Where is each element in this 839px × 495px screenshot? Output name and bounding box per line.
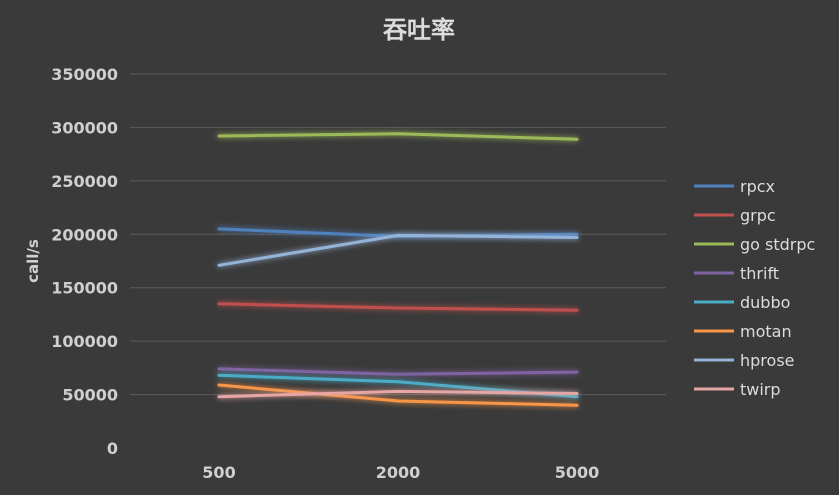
y-tick-label: 200000 — [51, 225, 118, 244]
y-tick-label: 250000 — [51, 172, 118, 191]
x-tick-label: 500 — [202, 463, 235, 482]
legend-label: go stdrpc — [740, 235, 815, 254]
y-axis-label: call/s — [24, 239, 42, 283]
legend-item: rpcx — [694, 177, 775, 196]
x-tick-label: 2000 — [376, 463, 421, 482]
legend-label: dubbo — [740, 293, 790, 312]
legend-label: thrift — [740, 264, 779, 283]
legend-item: thrift — [694, 264, 779, 283]
legend-label: twirp — [740, 380, 781, 399]
series-line-thrift — [217, 367, 579, 376]
legend-item: twirp — [694, 380, 781, 399]
x-tick-label: 5000 — [555, 463, 600, 482]
y-tick-label: 50000 — [62, 386, 118, 405]
series-line-motan — [217, 383, 579, 407]
legend-item: go stdrpc — [694, 235, 815, 254]
y-tick-label: 300000 — [51, 118, 118, 137]
legend-label: motan — [740, 322, 792, 341]
legend-label: rpcx — [740, 177, 775, 196]
series-line-grpc — [217, 302, 579, 312]
legend-label: grpc — [740, 206, 776, 225]
legend-item: hprose — [694, 351, 795, 370]
legend-item: grpc — [694, 206, 776, 225]
y-tick-label: 0 — [107, 439, 118, 458]
legend-item: dubbo — [694, 293, 790, 312]
legend-label: hprose — [740, 351, 795, 370]
chart-title: 吞吐率 — [383, 16, 455, 44]
series-line-go-stdrpc — [217, 132, 579, 141]
series-line-hprose — [217, 233, 579, 267]
legend-item: motan — [694, 322, 792, 341]
y-tick-label: 150000 — [51, 279, 118, 298]
y-tick-label: 100000 — [51, 332, 118, 351]
series-line-twirp — [217, 389, 579, 399]
y-tick-label: 350000 — [51, 65, 118, 84]
